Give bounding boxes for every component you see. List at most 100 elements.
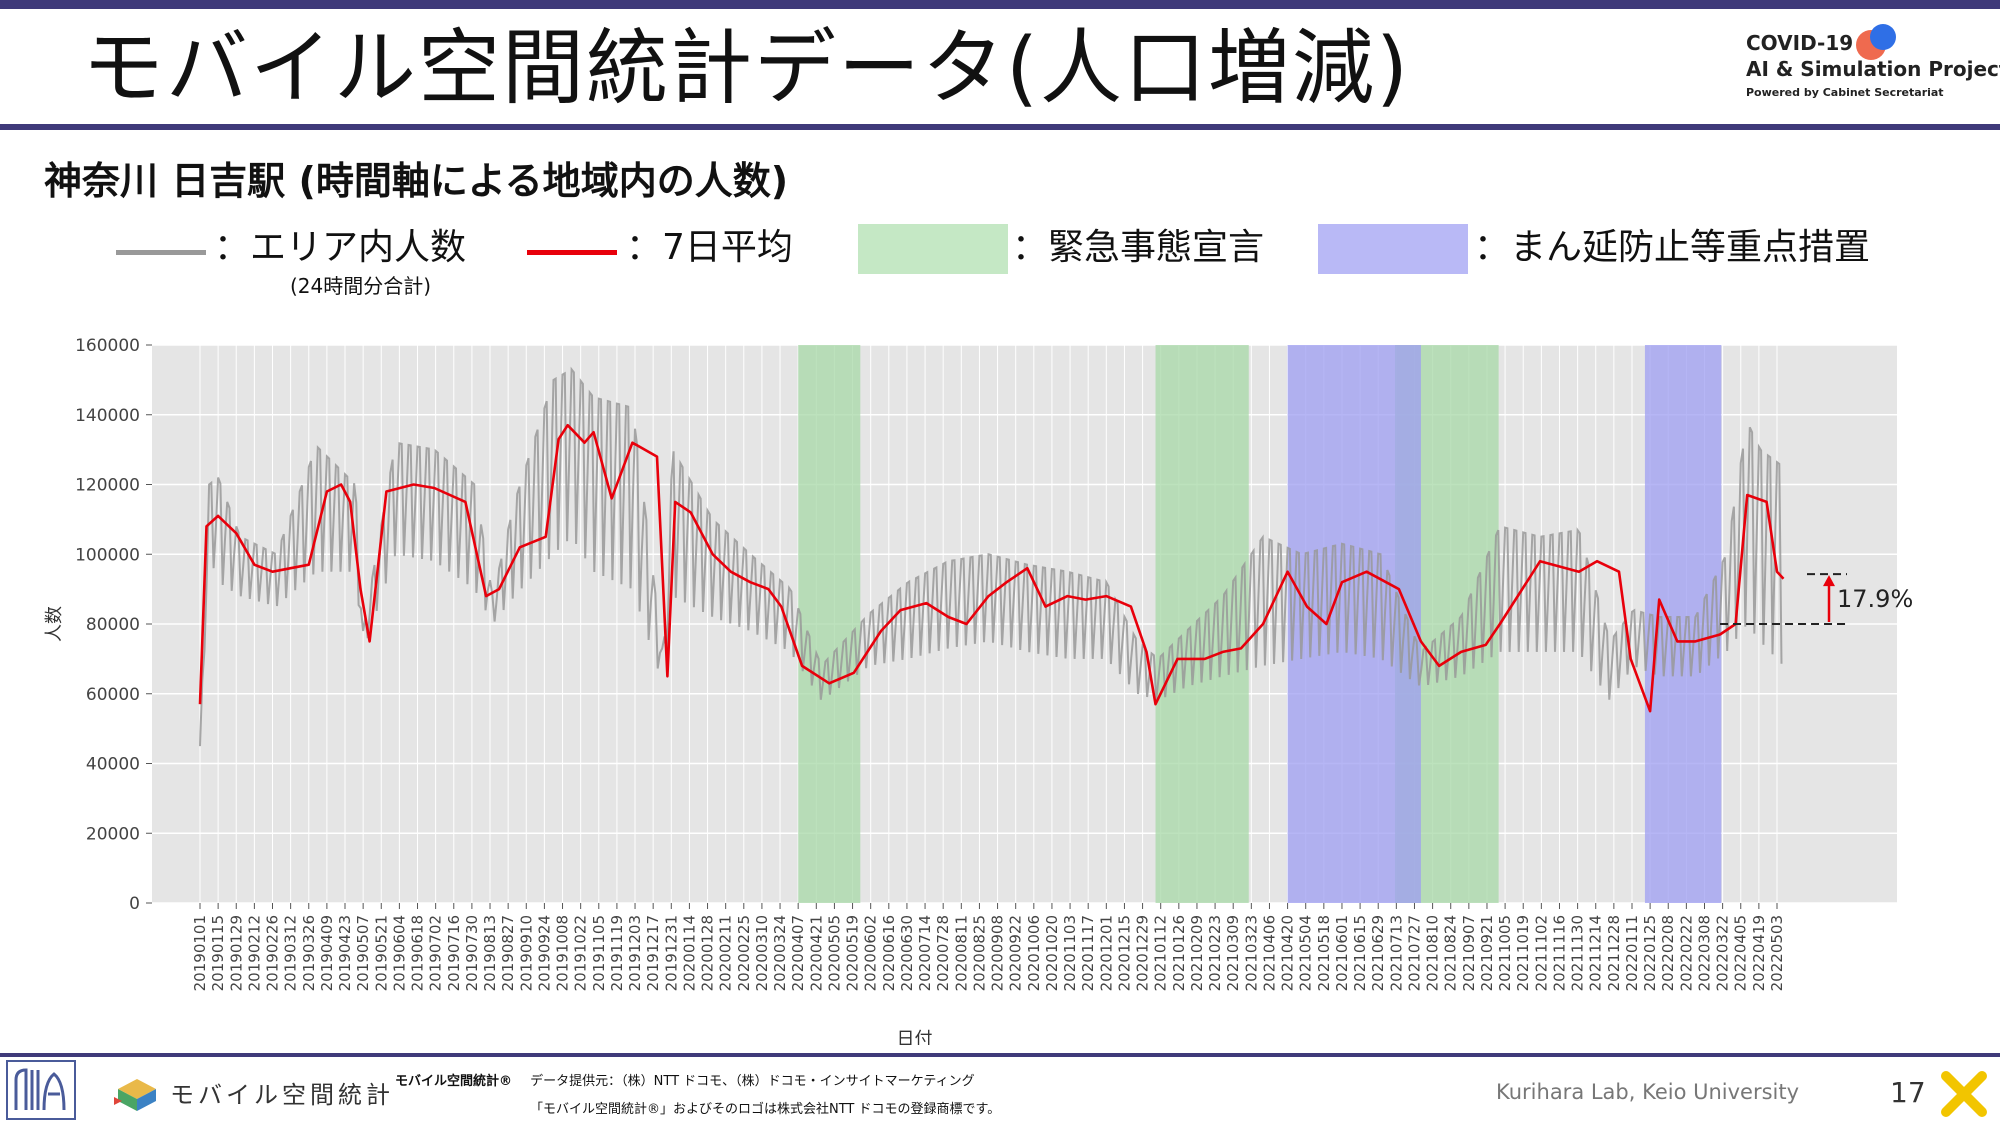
x-tick-label: 20190326 [300, 915, 318, 991]
logo-line1: COVID-19 [1746, 31, 1854, 55]
x-tick-label: 20210713 [1387, 915, 1405, 991]
x-tick-label: 20191008 [554, 915, 572, 991]
x-tick-label: 20211116 [1550, 915, 1568, 991]
x-tick-label: 20201103 [1061, 915, 1079, 991]
covid-ai-logo: COVID-19 AI & Simulation Project Powered… [1746, 24, 2000, 120]
legend-raw-label: ：エリア内人数 [214, 227, 467, 268]
page-number: 17 [1890, 1076, 1926, 1109]
x-tick-label: 20220308 [1695, 915, 1713, 991]
x-tick-label: 20201117 [1079, 915, 1097, 991]
annotation-arrow-head [1823, 575, 1835, 587]
x-tick-label: 20220125 [1641, 915, 1659, 991]
legend-avg-label: ：7日平均 [626, 227, 793, 268]
footer-lab: Kurihara Lab, Keio University [1496, 1080, 1800, 1104]
x-tick-label: 20190716 [445, 915, 463, 991]
x-tick-label: 20190924 [535, 915, 553, 991]
legend-emergency-label: ：緊急事態宣言 [1012, 227, 1265, 268]
footer-divider [0, 1053, 2000, 1057]
x-tick-label: 20190409 [318, 915, 336, 991]
x-tick-label: 20190101 [191, 915, 209, 991]
x-tick-label: 20200922 [1007, 915, 1025, 991]
x-tick-label: 20200505 [825, 915, 843, 991]
x-tick-label: 20210824 [1442, 915, 1460, 991]
x-tick-label: 20201020 [1043, 915, 1061, 991]
x-tick-label: 20210209 [1188, 915, 1206, 991]
x-tick-label: 20190604 [390, 915, 408, 991]
x-tick-label: 20200602 [862, 915, 880, 991]
x-tick-label: 20200714 [916, 915, 934, 991]
x-tick-label: 20191217 [644, 915, 662, 991]
x-tick-label: 20210810 [1424, 915, 1442, 991]
legend-semi-swatch [1318, 224, 1468, 274]
x-tick-label: 20201006 [1025, 915, 1043, 991]
x-tick-label: 20200728 [934, 915, 952, 991]
title-divider [0, 124, 2000, 130]
legend-emergency-swatch [858, 224, 1008, 274]
x-tick-label: 20211019 [1514, 915, 1532, 991]
x-tick-label: 20210921 [1478, 915, 1496, 991]
x-tick-label: 20211214 [1587, 915, 1605, 991]
legend-raw-swatch [116, 250, 206, 255]
x-tick-label: 20190115 [209, 915, 227, 991]
x-tick-label: 20220111 [1623, 915, 1641, 991]
x-tick-label: 20200211 [717, 915, 735, 991]
y-tick-label: 80000 [86, 615, 140, 635]
x-tick-label: 20200811 [952, 915, 970, 991]
x-tick-label: 20191105 [590, 915, 608, 991]
x-tick-label: 20210406 [1260, 915, 1278, 991]
x-tick-label: 20190813 [481, 915, 499, 991]
x-tick-label: 20220503 [1768, 915, 1786, 991]
x-tick-label: 20191119 [608, 915, 626, 991]
x-tick-label: 20190226 [264, 915, 282, 991]
x-tick-label: 20201201 [1097, 915, 1115, 991]
x-tick-label: 20201215 [1115, 915, 1133, 991]
footer-note-bold: モバイル空間統計® [395, 1074, 513, 1089]
x-tick-label: 20200825 [970, 915, 988, 991]
mobile-stats-logo-icon [114, 1079, 156, 1111]
series-avg-line [198, 423, 1785, 713]
x-tick-label: 20200324 [771, 915, 789, 991]
x-tick-label: 20200114 [680, 915, 698, 991]
x-tick-label: 20190827 [499, 915, 517, 991]
logo-line2: AI & Simulation Project [1746, 57, 2000, 81]
x-tick-label: 20190212 [245, 915, 263, 991]
chart-subtitle: 神奈川 日吉駅 (時間軸による地域内の人数) [44, 159, 789, 203]
x-tick-label: 20190910 [517, 915, 535, 991]
series-raw-line [199, 366, 1783, 747]
x-tick-label: 20210112 [1152, 915, 1170, 991]
legend-raw-sublabel: (24時間分合計) [290, 274, 432, 298]
x-tick-label: 20210126 [1170, 915, 1188, 991]
population-chart: 0 20000 40000 60000 80000 100000 120000 140000 1… [44, 336, 1913, 1045]
x-tick-label: 20210309 [1224, 915, 1242, 991]
y-tick-label: 120000 [75, 476, 140, 496]
x-tick-label: 20200616 [880, 915, 898, 991]
x-tick-label: 20190702 [427, 915, 445, 991]
y-tick-label: 0 [129, 894, 140, 914]
x-tick-label: 20210629 [1369, 915, 1387, 991]
x-tick-label: 20190521 [372, 915, 390, 991]
footer-note-line2: 「モバイル空間統計®」およびそのロゴは株式会社NTT ドコモの登録商標です。 [530, 1102, 1001, 1117]
x-tick-label: 20210223 [1206, 915, 1224, 991]
x-tick-label: 20210727 [1405, 915, 1423, 991]
x-tick-label: 20210601 [1333, 915, 1351, 991]
x-tick-label: 20210323 [1242, 915, 1260, 991]
x-tick-label: 20190507 [354, 915, 372, 991]
y-tick-label: 40000 [86, 755, 140, 775]
x-tick-label: 20220419 [1750, 915, 1768, 991]
page-title: モバイル空間統計データ(人口増減) [82, 21, 1410, 116]
x-tick-label: 20210907 [1460, 915, 1478, 991]
y-axis-label: 人数 [44, 606, 65, 642]
y-tick-label: 140000 [75, 406, 140, 426]
x-brand-icon [1941, 1071, 1987, 1117]
legend-semi-label: ：まん延防止等重点措置 [1474, 227, 1871, 268]
x-tick-label: 20211102 [1532, 915, 1550, 991]
x-tick-label: 20191022 [572, 915, 590, 991]
y-tick-label: 20000 [86, 824, 140, 844]
x-tick-label: 20191231 [662, 915, 680, 991]
x-tick-label: 20191203 [626, 915, 644, 991]
x-tick-label: 20190423 [336, 915, 354, 991]
x-tick-label: 20200630 [898, 915, 916, 991]
x-tick-label: 20190730 [463, 915, 481, 991]
x-tick-label: 20201229 [1134, 915, 1152, 991]
x-tick-label: 20210518 [1315, 915, 1333, 991]
